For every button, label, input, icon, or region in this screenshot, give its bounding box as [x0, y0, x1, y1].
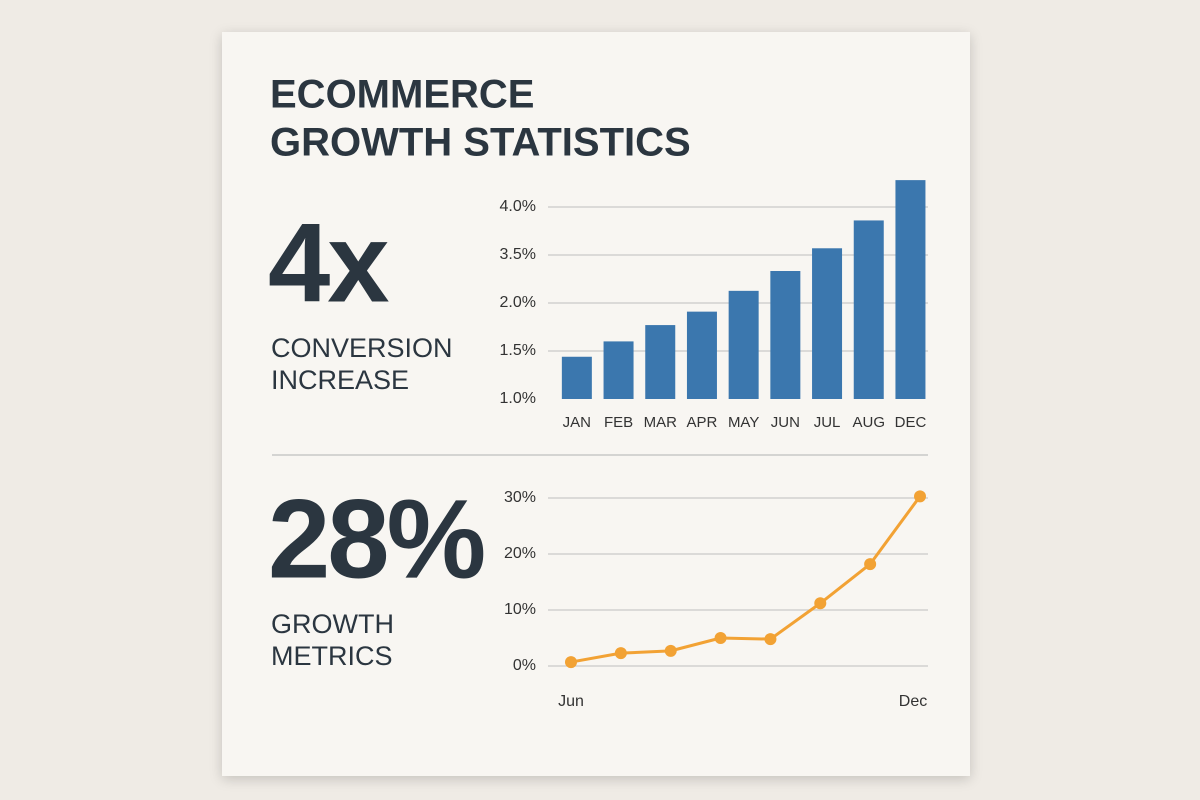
x-tick-label: Jun: [558, 693, 584, 710]
y-tick-label: 1.5%: [500, 342, 536, 359]
x-tick-label: JUN: [771, 414, 800, 431]
point: [714, 632, 727, 644]
point: [565, 656, 577, 669]
bar: [770, 271, 801, 399]
y-tick-label: 3.5%: [500, 246, 536, 263]
y-tick-label: 1.0%: [500, 390, 536, 407]
point: [614, 647, 627, 660]
bar: [853, 220, 884, 399]
y-tick-label: 2.0%: [500, 294, 536, 311]
stat-value: 4x: [268, 201, 389, 326]
point: [864, 558, 877, 571]
x-tick-label: APR: [687, 414, 718, 431]
point: [764, 633, 777, 646]
x-tick-label: Dec: [899, 693, 927, 710]
bar: [728, 290, 759, 399]
stat-label: INCREASE: [271, 365, 409, 395]
stat-label: GROWTH: [271, 609, 394, 639]
point: [814, 597, 827, 610]
title: GROWTH STATISTICS: [270, 121, 691, 165]
x-tick-label: JUL: [814, 414, 841, 431]
bar: [603, 341, 634, 399]
title: ECOMMERCE: [270, 73, 534, 117]
x-tick-label: JAN: [563, 414, 591, 431]
bar: [561, 356, 592, 399]
stat-label: CONVERSION: [271, 333, 453, 363]
x-tick-label: DEC: [895, 414, 927, 431]
bar: [645, 325, 676, 399]
y-tick-label: 0%: [513, 657, 536, 674]
bar: [895, 180, 926, 399]
x-tick-label: FEB: [604, 414, 633, 431]
stat-label: METRICS: [271, 641, 393, 671]
bar: [812, 248, 843, 399]
y-tick-label: 10%: [504, 601, 536, 618]
line: [570, 495, 922, 664]
point: [914, 490, 926, 503]
stat-value: 28%: [268, 477, 484, 602]
x-tick-label: AUG: [852, 414, 885, 431]
point: [664, 644, 677, 657]
x-tick-label: MAR: [644, 414, 678, 431]
x-tick-label: MAY: [728, 414, 759, 431]
y-tick-label: 30%: [504, 489, 536, 506]
y-tick-label: 4.0%: [500, 198, 536, 215]
y-tick-label: 20%: [504, 545, 536, 562]
card: [222, 32, 970, 776]
bar: [686, 311, 717, 399]
